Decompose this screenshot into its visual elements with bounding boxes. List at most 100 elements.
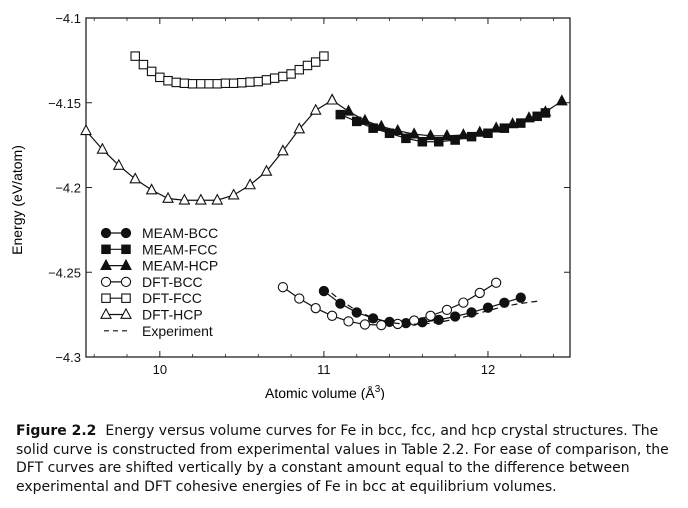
data-point xyxy=(359,319,371,330)
data-point xyxy=(228,78,239,89)
data-point xyxy=(555,94,568,106)
data-point xyxy=(211,193,224,205)
data-point xyxy=(310,303,321,314)
legend-marker xyxy=(100,258,112,270)
legend-marker xyxy=(121,293,131,303)
data-point xyxy=(302,60,313,71)
data-point xyxy=(408,127,421,139)
y-tick-label: −4.25 xyxy=(48,265,81,280)
y-axis-label: Energy (eV/atom) xyxy=(9,145,25,255)
y-tick-label: −4.15 xyxy=(48,96,81,111)
data-point xyxy=(376,319,387,331)
data-point xyxy=(204,79,214,89)
legend-marker xyxy=(101,293,111,303)
legend-marker xyxy=(101,244,111,255)
legend-label: DFT-HCP xyxy=(142,307,203,323)
data-point xyxy=(417,136,428,147)
legend-item: MEAM-BCC xyxy=(100,225,218,241)
legend-label: DFT-FCC xyxy=(142,290,202,306)
data-point xyxy=(294,64,305,75)
data-point xyxy=(433,136,444,147)
legend-item: DFT-HCP xyxy=(100,307,203,323)
legend-item: DFT-FCC xyxy=(101,290,202,306)
data-point xyxy=(293,122,306,134)
data-point xyxy=(155,72,165,83)
legend-label: MEAM-HCP xyxy=(142,258,218,274)
data-point xyxy=(506,117,519,129)
data-point xyxy=(220,78,231,89)
data-point xyxy=(129,172,142,184)
data-point xyxy=(245,77,255,87)
legend-item: Experiment xyxy=(104,323,213,339)
figure-caption: Figure 2.2 Energy versus volume curves f… xyxy=(16,422,680,496)
data-point xyxy=(187,79,198,89)
data-point xyxy=(80,123,92,136)
legend-label: MEAM-FCC xyxy=(142,241,217,257)
data-point xyxy=(309,103,322,115)
x-axis-label-main: Atomic volume (Å xyxy=(265,385,375,400)
data-point xyxy=(539,105,552,117)
series-dft-hcp xyxy=(80,93,339,205)
legend-marker xyxy=(120,227,132,239)
energy-volume-chart: 10 11 12−4.1−4.15−4.2−4.25−4.3 MEAM-BCCMEA… xyxy=(9,11,571,400)
legend-marker xyxy=(120,276,132,288)
data-point xyxy=(318,285,330,297)
data-point xyxy=(96,142,109,154)
legend-label: MEAM-BCC xyxy=(142,225,218,241)
data-point xyxy=(260,164,273,176)
data-point xyxy=(368,123,378,133)
data-point xyxy=(441,304,453,316)
data-point xyxy=(212,79,223,89)
series-line xyxy=(85,99,333,201)
data-point xyxy=(358,113,371,125)
data-point xyxy=(196,79,206,89)
x-tick-label: 10 xyxy=(153,362,167,377)
legend-marker xyxy=(120,307,132,319)
data-point xyxy=(112,158,125,170)
series-line xyxy=(323,286,538,325)
legend-marker xyxy=(100,227,112,239)
data-point xyxy=(391,123,404,136)
data-point xyxy=(457,128,470,140)
series-dft-bcc xyxy=(277,277,502,331)
data-point xyxy=(278,71,288,82)
data-point xyxy=(367,313,379,324)
legend-label: DFT-BCC xyxy=(142,274,203,290)
legend-item: MEAM-HCP xyxy=(100,258,218,274)
legend-label: Experiment xyxy=(142,323,213,339)
data-point xyxy=(130,51,140,61)
series-layer xyxy=(80,51,568,331)
data-point xyxy=(319,51,329,61)
data-point xyxy=(499,297,510,308)
data-point xyxy=(326,93,339,105)
data-point xyxy=(276,144,289,156)
data-point xyxy=(146,66,157,77)
legend-marker xyxy=(121,244,131,255)
x-axis-label: Atomic volume (Å3) xyxy=(265,384,385,400)
legend: MEAM-BCCMEAM-FCCMEAM-HCPDFT-BCCDFT-FCCDF… xyxy=(100,225,218,339)
data-point xyxy=(491,277,502,288)
data-point xyxy=(375,119,388,131)
legend-item: DFT-BCC xyxy=(100,274,203,290)
data-point xyxy=(163,75,173,86)
data-point xyxy=(162,191,174,203)
data-point xyxy=(473,125,486,137)
x-tick-label: 12 xyxy=(481,362,495,377)
data-point xyxy=(343,316,354,327)
axes: 10 11 12 −4.1 −4.15 −4.2 −4.25 −4.3 xyxy=(48,11,571,377)
data-point xyxy=(277,282,289,293)
data-point xyxy=(310,57,321,67)
data-point xyxy=(227,188,240,200)
data-point xyxy=(194,193,207,205)
data-point xyxy=(474,287,485,299)
legend-marker xyxy=(100,307,112,319)
data-point xyxy=(286,69,296,79)
data-point xyxy=(178,193,191,205)
data-point xyxy=(138,59,149,70)
data-point xyxy=(253,76,264,87)
caption-text: Energy versus volume curves for Fe in bc… xyxy=(16,423,669,495)
data-point xyxy=(294,293,305,304)
data-point xyxy=(425,310,436,321)
series-experiment xyxy=(323,286,538,325)
data-point xyxy=(171,77,181,88)
